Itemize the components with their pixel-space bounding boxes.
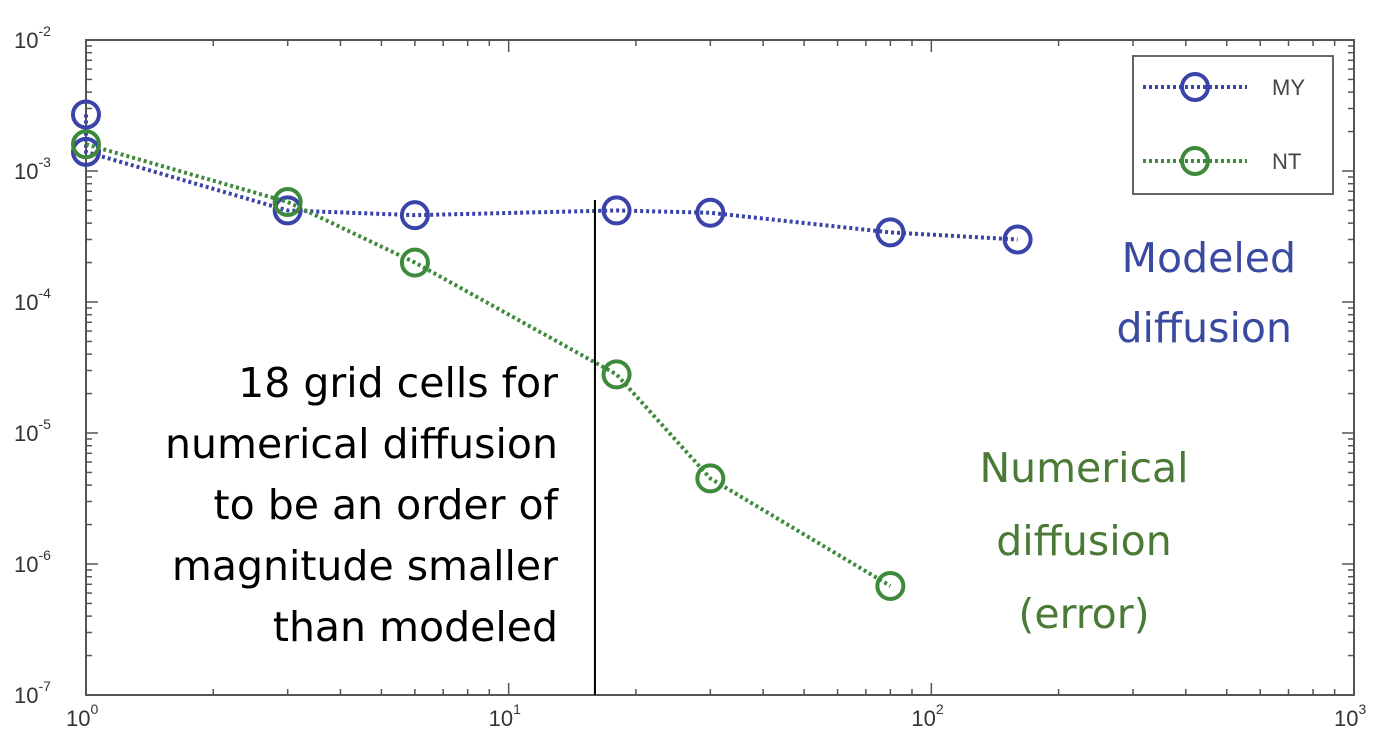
legend-label-nt: NT xyxy=(1272,149,1301,174)
legend: MY NT xyxy=(1132,55,1334,195)
data-point-my xyxy=(1002,224,1033,255)
data-point-my xyxy=(875,217,906,248)
legend-marker-nt xyxy=(1180,146,1210,176)
threshold-text-line-4: magnitude smaller xyxy=(172,542,558,590)
legend-label-my: MY xyxy=(1272,75,1305,100)
y-tick-label: 10-2 xyxy=(14,23,51,53)
numerical-text-line-3: (error) xyxy=(1018,590,1149,638)
axis-tick-labels: 100 101 102 103 10-2 10-3 10-4 10-5 10-6 10-7 xyxy=(14,23,1366,731)
modeled-text-line-2: diffusion xyxy=(1117,304,1292,352)
modeled-text-line-1: Modeled xyxy=(1122,234,1296,282)
data-point-nt xyxy=(272,186,303,217)
data-point-my xyxy=(601,195,632,226)
data-point-my xyxy=(399,200,430,231)
y-tick-label: 10-6 xyxy=(14,547,51,577)
x-tick-label: 103 xyxy=(1334,701,1366,731)
legend-box xyxy=(1132,55,1334,195)
data-point-my xyxy=(71,99,101,130)
axis-ticks xyxy=(85,40,1354,696)
numerical-text-line-2: diffusion xyxy=(996,517,1171,565)
data-point-my xyxy=(272,195,303,226)
data-point-nt xyxy=(71,129,101,160)
data-point-nt xyxy=(875,570,906,601)
series-line-my xyxy=(84,114,1018,242)
x-tick-label: 100 xyxy=(66,701,98,731)
legend-marker-my xyxy=(1180,72,1210,102)
modeled-annotation: Modeled diffusion xyxy=(1117,234,1296,352)
threshold-text-line-1: 18 grid cells for xyxy=(238,359,558,407)
series-line-nt xyxy=(85,142,892,588)
data-point-nt xyxy=(399,247,430,278)
y-tick-label: 10-7 xyxy=(14,678,51,708)
threshold-text-line-2: numerical diffusion xyxy=(165,420,558,468)
x-tick-label: 102 xyxy=(911,701,943,731)
numerical-annotation: Numerical diffusion (error) xyxy=(979,444,1188,638)
threshold-text-line-3: to be an order of xyxy=(214,481,560,529)
data-point-nt xyxy=(601,359,632,390)
y-tick-label: 10-4 xyxy=(14,285,51,315)
threshold-text-line-5: than modeled xyxy=(273,603,558,651)
y-tick-label: 10-3 xyxy=(14,154,51,184)
series-layer xyxy=(71,99,1033,601)
data-point-my xyxy=(695,197,726,228)
y-tick-label: 10-5 xyxy=(14,416,51,446)
data-point-nt xyxy=(695,463,726,494)
data-point-my xyxy=(71,136,101,167)
numerical-text-line-1: Numerical xyxy=(979,444,1188,492)
threshold-annotation: 18 grid cells for numerical diffusion to… xyxy=(165,359,560,651)
x-tick-label: 101 xyxy=(489,701,521,731)
